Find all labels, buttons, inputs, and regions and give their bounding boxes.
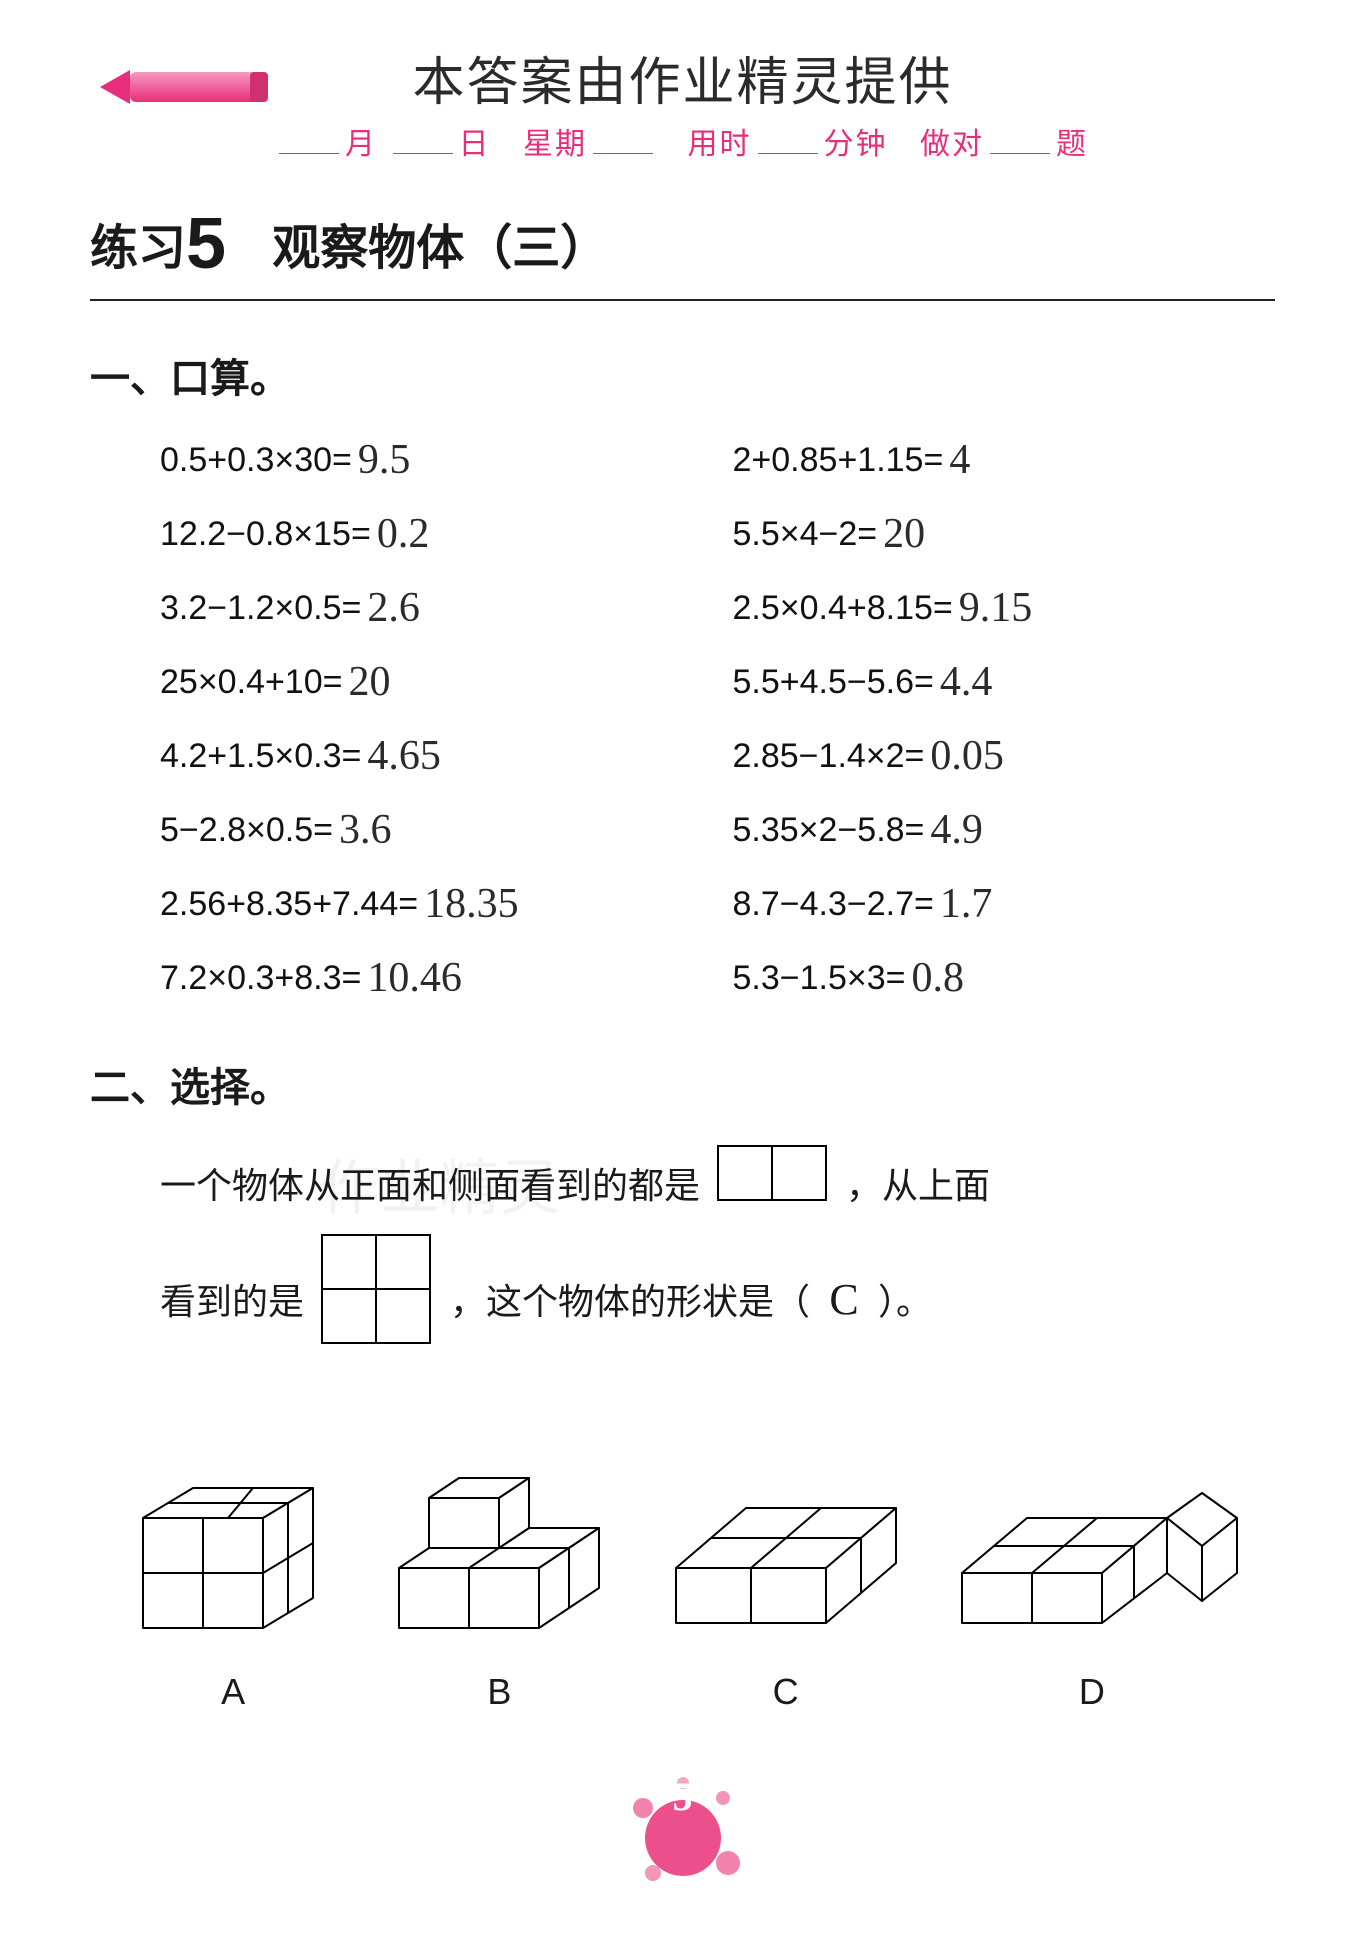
- calc-answer: 4.65: [367, 732, 441, 780]
- calc-expression: 5.5+4.5−5.6=: [733, 663, 934, 701]
- calc-answer: 20: [348, 658, 390, 706]
- calc-item: 2.56+8.35+7.44=18.35: [160, 878, 703, 926]
- options-row: A B: [90, 1448, 1275, 1713]
- option-D: D: [942, 1478, 1242, 1713]
- page-number: 5: [673, 1773, 693, 1820]
- calc-expression: 2.5×0.4+8.15=: [733, 589, 953, 627]
- calc-item: 8.7−4.3−2.7=1.7: [733, 878, 1276, 926]
- top-view-shape: [321, 1234, 433, 1377]
- calc-item: 5−2.8×0.5=3.6: [160, 804, 703, 852]
- calc-expression: 5.3−1.5×3=: [733, 959, 906, 997]
- calc-answer: 4: [949, 436, 970, 484]
- calc-answer: 0.2: [377, 510, 430, 558]
- calc-item: 5.35×2−5.8=4.9: [733, 804, 1276, 852]
- front-view-shape: [717, 1145, 829, 1234]
- calc-answer: 4.4: [940, 658, 993, 706]
- calc-item: 5.5+4.5−5.6=4.4: [733, 656, 1276, 704]
- calc-answer: 10.46: [367, 954, 462, 1002]
- calc-expression: 5.5×4−2=: [733, 515, 878, 553]
- calc-item: 7.2×0.3+8.3=10.46: [160, 952, 703, 1000]
- calc-item: 5.5×4−2=20: [733, 508, 1276, 556]
- calc-expression: 25×0.4+10=: [160, 663, 342, 701]
- calc-item: 2.5×0.4+8.15=9.15: [733, 582, 1276, 630]
- calc-item: 5.3−1.5×3=0.8: [733, 952, 1276, 1000]
- section1-heading: 一、口算。: [90, 346, 1275, 404]
- calc-answer: 9.15: [959, 584, 1033, 632]
- calc-item: 12.2−0.8×15=0.2: [160, 508, 703, 556]
- calc-expression: 7.2×0.3+8.3=: [160, 959, 361, 997]
- calc-expression: 5−2.8×0.5=: [160, 811, 333, 849]
- calc-item: 0.5+0.3×30=9.5: [160, 434, 703, 482]
- question2-body: 一个物体从正面和侧面看到的都是 ，从上面 看到的是 ，这个物体的形状是（ C ）…: [90, 1143, 1275, 1378]
- calc-answer: 0.05: [930, 732, 1004, 780]
- page-title: 练习5 观察物体（三）: [90, 203, 1275, 301]
- calc-item: 3.2−1.2×0.5=2.6: [160, 582, 703, 630]
- calc-expression: 3.2−1.2×0.5=: [160, 589, 361, 627]
- page-footer: 5: [90, 1773, 1275, 1893]
- calc-expression: 2.85−1.4×2=: [733, 737, 925, 775]
- option-B: B: [369, 1448, 629, 1713]
- option-label: D: [942, 1671, 1242, 1713]
- option-A: A: [123, 1448, 343, 1713]
- calc-item: 2.85−1.4×2=0.05: [733, 730, 1276, 778]
- calc-answer: 20: [883, 510, 925, 558]
- calc-answer: 0.8: [912, 954, 965, 1002]
- option-label: C: [656, 1671, 916, 1713]
- calc-answer: 3.6: [339, 806, 392, 854]
- header-meta-row: 月 日 星期 用时分钟 做对题: [90, 119, 1275, 163]
- calc-item: 2+0.85+1.15=4: [733, 434, 1276, 482]
- calc-item: 25×0.4+10=20: [160, 656, 703, 704]
- calc-answer: 1.7: [940, 880, 993, 928]
- section2-heading: 二、选择。: [90, 1055, 1275, 1113]
- calc-answer: 9.5: [358, 436, 411, 484]
- calc-expression: 8.7−4.3−2.7=: [733, 885, 934, 923]
- calc-expression: 4.2+1.5×0.3=: [160, 737, 361, 775]
- calc-answer: 2.6: [367, 584, 420, 632]
- calc-item: 4.2+1.5×0.3=4.65: [160, 730, 703, 778]
- calc-answer: 4.9: [930, 806, 983, 854]
- calc-expression: 0.5+0.3×30=: [160, 441, 352, 479]
- pencil-icon: [100, 62, 270, 112]
- calc-expression: 2+0.85+1.15=: [733, 441, 944, 479]
- mc-answer: C: [819, 1247, 869, 1353]
- option-label: A: [123, 1671, 343, 1713]
- calc-answer: 18.35: [424, 880, 519, 928]
- calc-expression: 2.56+8.35+7.44=: [160, 885, 418, 923]
- calc-grid: 0.5+0.3×30=9.52+0.85+1.15=412.2−0.8×15=0…: [90, 434, 1275, 1000]
- calc-expression: 5.35×2−5.8=: [733, 811, 925, 849]
- calc-expression: 12.2−0.8×15=: [160, 515, 371, 553]
- option-C: C: [656, 1478, 916, 1713]
- option-label: B: [369, 1671, 629, 1713]
